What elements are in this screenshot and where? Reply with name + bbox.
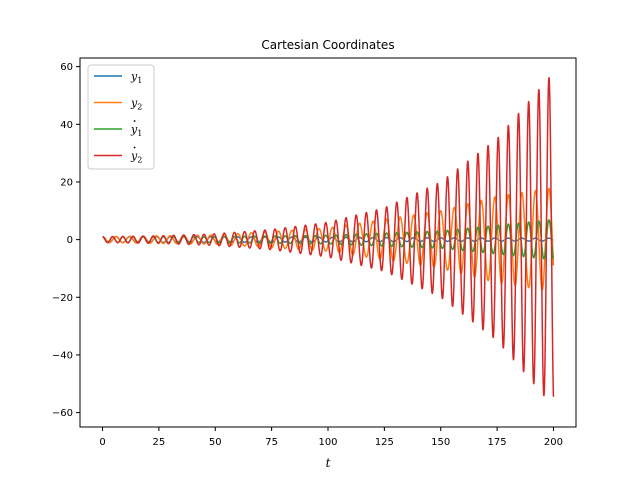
y-tick-label: −60: [52, 408, 73, 419]
y-tick-label: 40: [60, 120, 73, 131]
x-tick-label: 75: [265, 437, 278, 448]
x-tick-label: 25: [153, 437, 166, 448]
x-axis-label: t: [326, 456, 331, 470]
x-tick-label: 200: [544, 437, 563, 448]
series-line-ẏ2: [101, 76, 555, 397]
y-axis: −60 −40 −20 0 20 40 60: [52, 62, 80, 419]
y-tick-label: −40: [52, 350, 73, 361]
x-tick-label: 100: [318, 437, 337, 448]
y-tick-label: 20: [60, 177, 73, 188]
y-tick-label: 0: [67, 235, 73, 246]
legend-dot-mark: [133, 146, 136, 149]
x-tick-label: 175: [488, 437, 507, 448]
chart-title: Cartesian Coordinates: [261, 38, 394, 52]
x-tick-label: 0: [99, 437, 105, 448]
x-tick-label: 50: [209, 437, 222, 448]
y-tick-label: −20: [52, 293, 73, 304]
x-tick-label: 125: [375, 437, 394, 448]
series-layer: [101, 76, 555, 397]
legend-box: [87, 64, 155, 170]
x-tick-label: 150: [431, 437, 450, 448]
y-tick-label: 60: [60, 62, 73, 73]
legend-dot-mark: [133, 120, 136, 122]
x-axis: 0 25 50 75 100 125 150 175 200: [99, 427, 563, 448]
